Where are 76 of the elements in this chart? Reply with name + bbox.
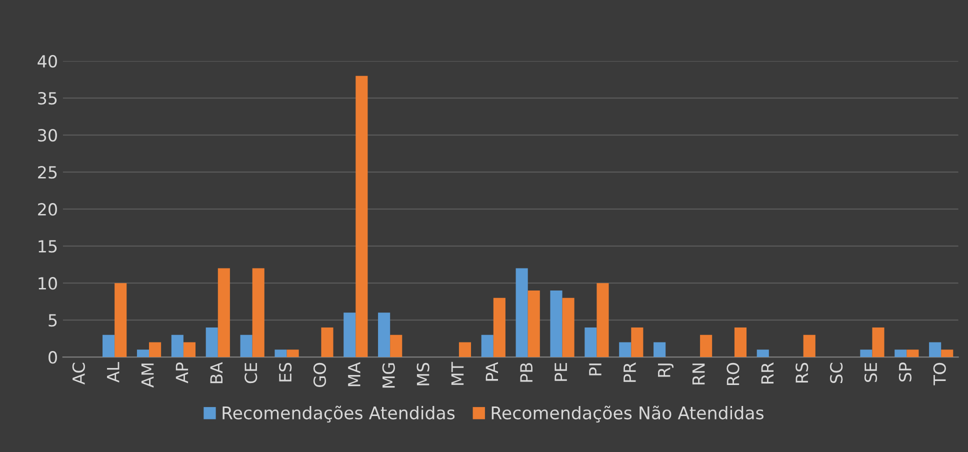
bar: [206, 327, 218, 358]
bar: [584, 327, 597, 358]
x-tick-label: MA: [348, 362, 360, 386]
y-tick-label: 30: [38, 128, 57, 142]
bar: [149, 342, 162, 358]
bar: [102, 334, 115, 358]
bar: [171, 334, 184, 358]
bar: [562, 298, 574, 358]
bar: [136, 350, 150, 358]
bar: [252, 268, 264, 358]
x-tick-label: SE: [864, 363, 878, 382]
bar: [321, 327, 334, 358]
y-tick-label: 5: [48, 314, 57, 327]
x-tick-label: PE: [554, 363, 567, 381]
x-tick-label: GO: [313, 362, 326, 388]
bar: [356, 76, 368, 358]
bar: [550, 290, 562, 358]
y-tick-label: 40: [38, 54, 57, 68]
y-tick-label: 15: [38, 240, 57, 253]
y-tick-label: 20: [38, 203, 57, 216]
x-tick-label: PB: [520, 363, 532, 382]
y-tick-label: 10: [38, 277, 57, 290]
bar: [596, 283, 609, 358]
x-tick-label: AM: [141, 364, 154, 388]
legend-label: Recomendações Não Atendidas: [492, 406, 764, 423]
bar: [929, 342, 942, 358]
bar: [218, 268, 230, 358]
bar: [700, 334, 712, 358]
bar: [894, 350, 907, 358]
x-tick-label: RN: [692, 364, 705, 384]
x-tick-label: TO: [933, 362, 946, 386]
x-tick-label: RR: [761, 362, 774, 384]
x-tick-label: AP: [176, 362, 188, 384]
bar: [458, 342, 472, 358]
x-tick-label: AL: [107, 362, 120, 382]
bar: [183, 342, 196, 358]
x-tick-label: ES: [279, 362, 292, 382]
x-tick-label: PA: [486, 362, 498, 381]
y-tick-label: 25: [38, 166, 57, 179]
bar: [344, 312, 356, 358]
bar: [516, 268, 528, 358]
bar: [114, 283, 127, 358]
x-tick-label: SC: [830, 362, 843, 384]
bar: [240, 334, 252, 358]
bar: [941, 350, 954, 358]
bar: [390, 334, 402, 358]
bar: [906, 350, 919, 358]
bar: [734, 327, 747, 358]
bar: [872, 327, 884, 358]
bar: [274, 350, 287, 358]
x-tick-label: PR: [624, 362, 636, 382]
bar: [803, 334, 816, 358]
bar: [528, 290, 540, 358]
bar: [378, 312, 390, 358]
bar: [631, 327, 644, 358]
legend-label: Recomendações Atendidas: [222, 406, 455, 423]
bar: [756, 350, 769, 358]
bar: [860, 350, 872, 358]
x-tick-label: MG: [382, 363, 395, 388]
x-tick-label: SP: [898, 362, 912, 382]
x-tick-label: MT: [451, 362, 464, 385]
x-tick-label: AC: [72, 362, 85, 385]
x-tick-label: PI: [589, 364, 602, 376]
y-tick-label: 0: [48, 351, 57, 364]
bar: [286, 350, 299, 358]
bar: [481, 334, 494, 358]
bar: [619, 342, 632, 358]
x-tick-label: MS: [416, 362, 430, 386]
bar: [654, 342, 666, 358]
bar: [493, 298, 506, 358]
y-tick-label: 35: [38, 92, 57, 105]
x-tick-label: RJ: [658, 364, 674, 377]
x-tick-label: RO: [726, 362, 740, 386]
x-tick-label: CE: [244, 363, 258, 384]
x-tick-label: RS: [796, 362, 808, 382]
x-tick-label: BA: [210, 362, 222, 384]
